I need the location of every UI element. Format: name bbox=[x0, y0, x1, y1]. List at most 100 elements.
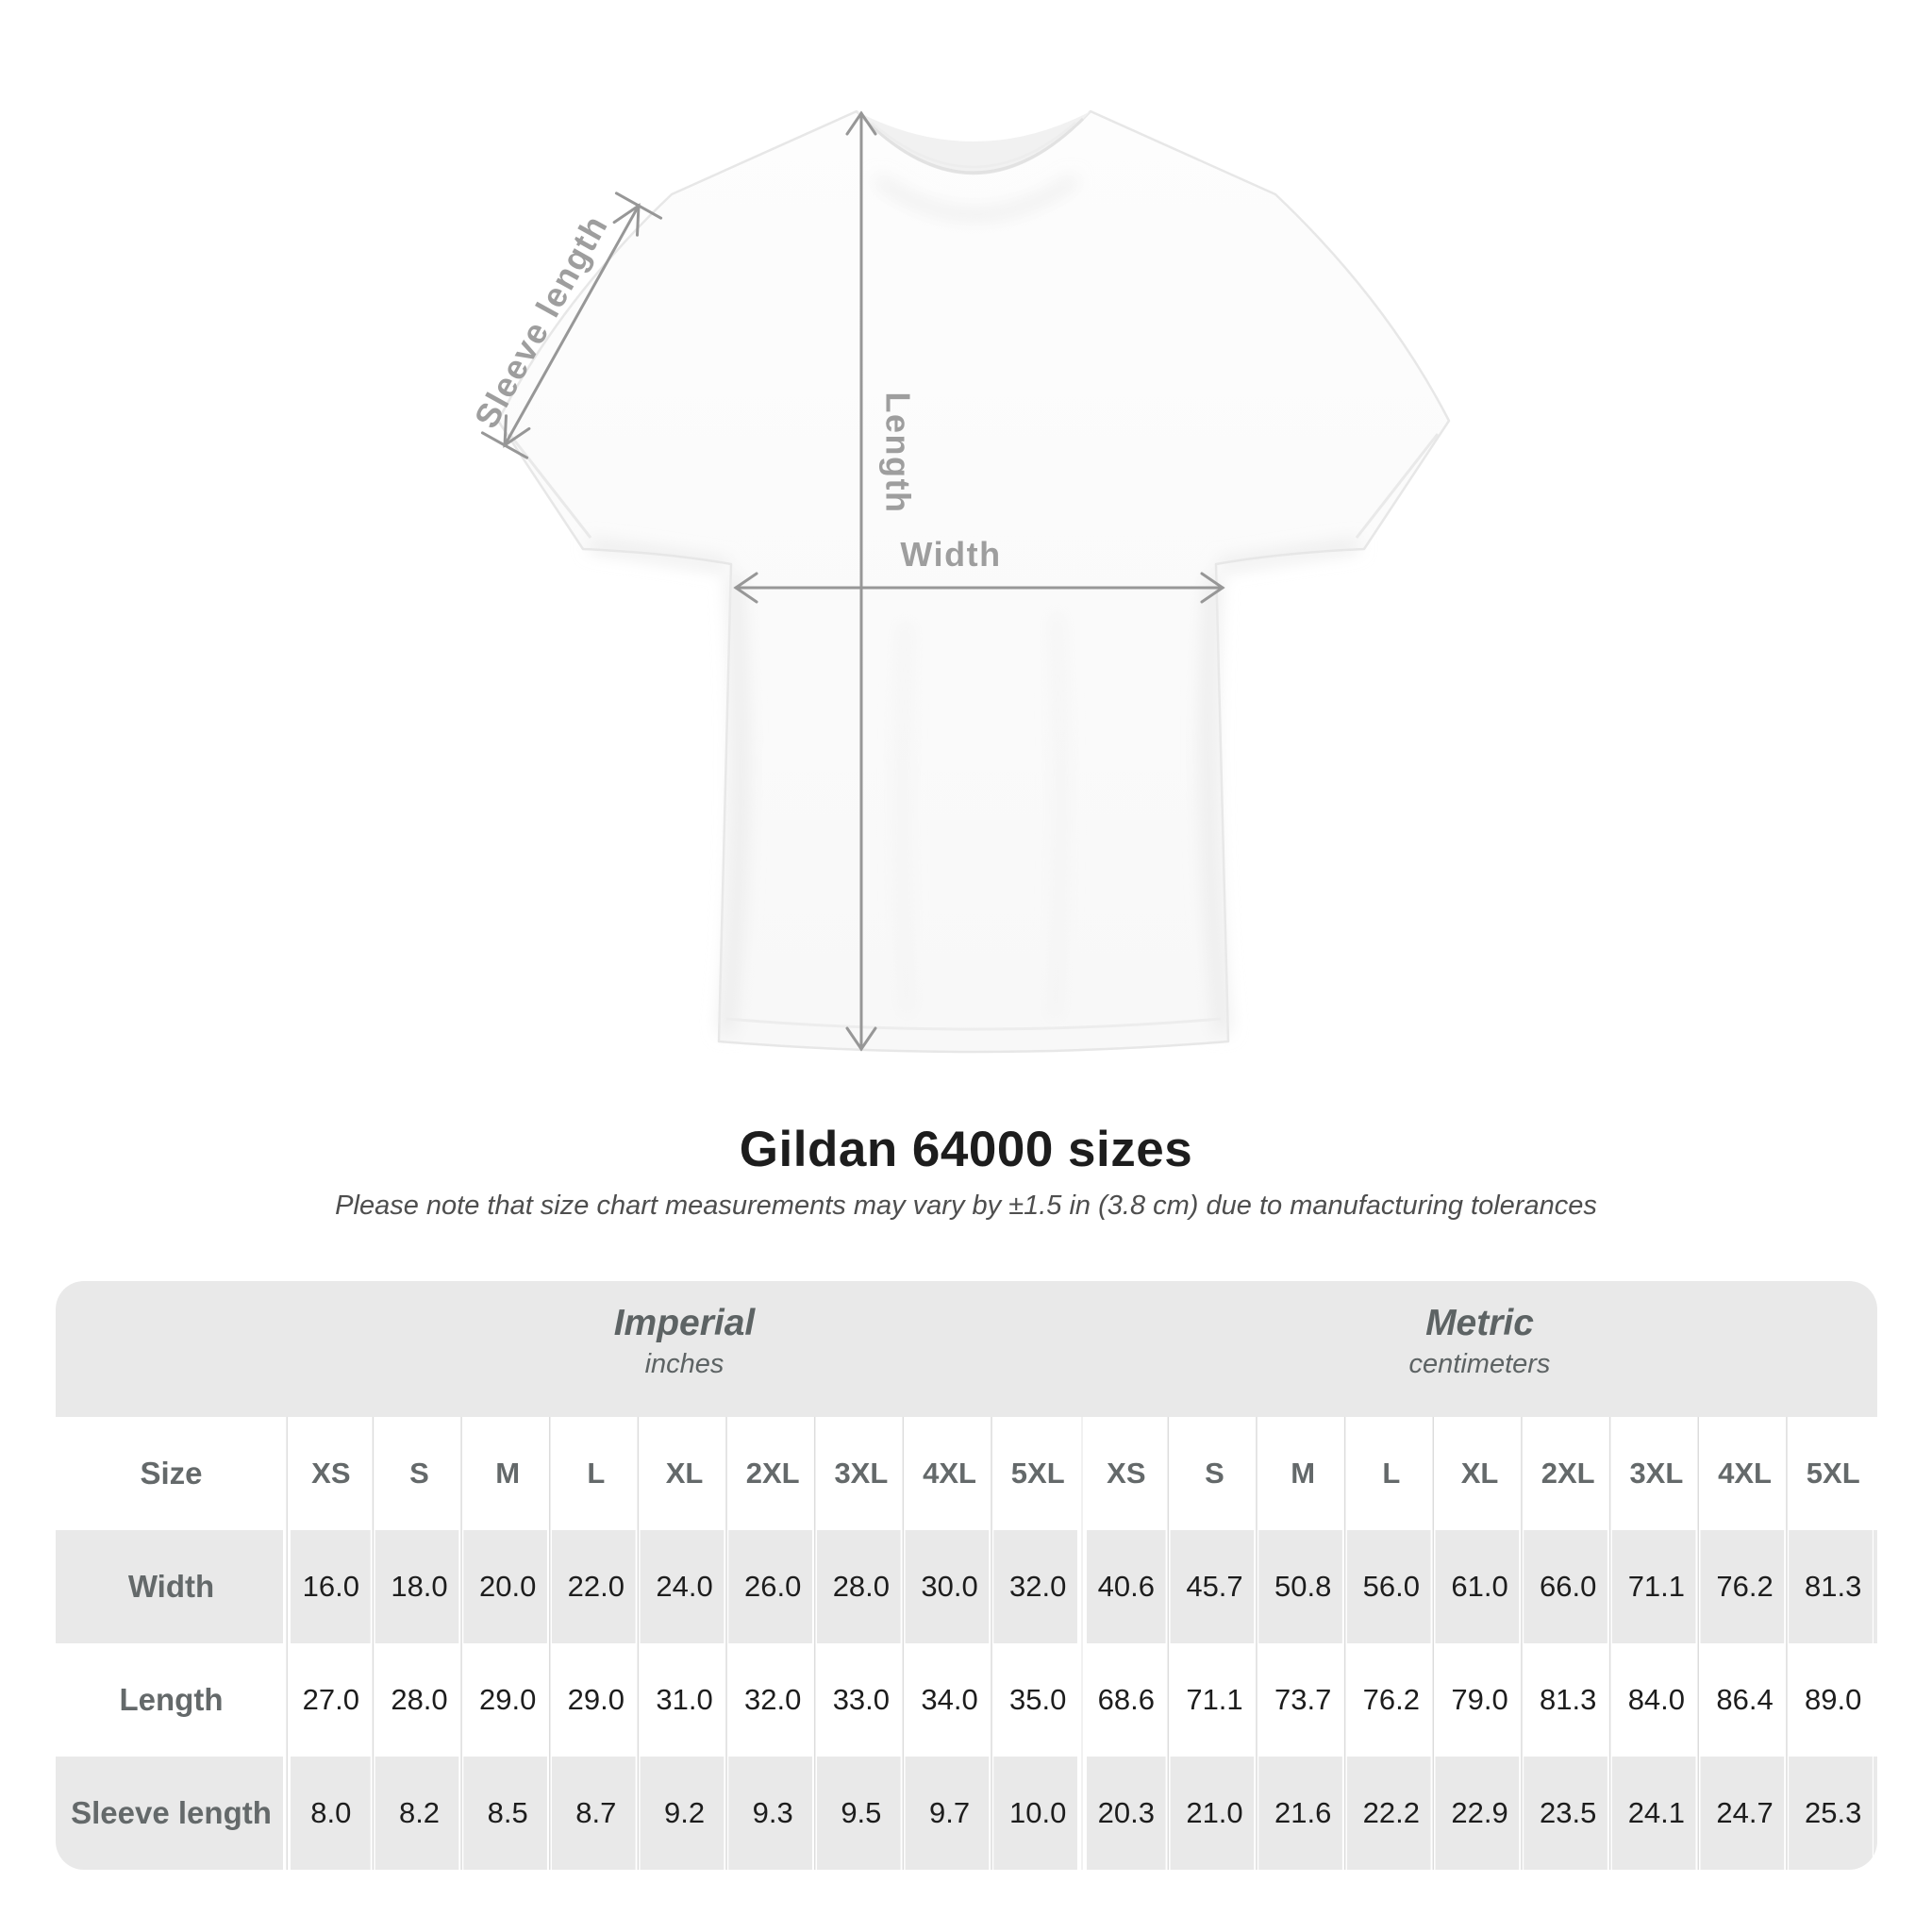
row-header-sleeve-length: Sleeve length bbox=[71, 1795, 272, 1830]
fabric-shading bbox=[589, 175, 1359, 1034]
value-cell: 68.6 bbox=[1097, 1683, 1155, 1716]
size-column-header: XL bbox=[665, 1457, 704, 1490]
value-cell: 86.4 bbox=[1716, 1683, 1774, 1716]
value-cell: 29.0 bbox=[479, 1683, 537, 1716]
size-column-header: 2XL bbox=[1541, 1457, 1595, 1490]
tolerance-note: Please note that size chart measurements… bbox=[335, 1191, 1597, 1221]
value-cell: 79.0 bbox=[1451, 1683, 1508, 1716]
metric-unit: centimeters bbox=[1408, 1349, 1551, 1379]
value-cell: 76.2 bbox=[1716, 1570, 1774, 1603]
size-diagram: Sleeve length Length Width bbox=[466, 109, 1451, 1054]
size-column-header: M bbox=[495, 1457, 521, 1490]
value-cell: 84.0 bbox=[1627, 1683, 1686, 1716]
length-arrow bbox=[845, 110, 877, 1052]
row-header-size: Size bbox=[140, 1456, 203, 1491]
value-cell: 23.5 bbox=[1540, 1796, 1597, 1829]
value-cell: 76.2 bbox=[1362, 1683, 1421, 1716]
value-cell: 10.0 bbox=[1009, 1796, 1067, 1829]
value-cell: 73.7 bbox=[1274, 1683, 1332, 1716]
tshirt-image: Sleeve length Length Width bbox=[466, 109, 1451, 1054]
value-cell: 20.3 bbox=[1097, 1796, 1155, 1829]
size-column-header: XS bbox=[1107, 1457, 1146, 1490]
row-header-width: Width bbox=[127, 1569, 215, 1604]
table-row-width: Width 16.0 18.0 20.0 22.0 24.0 26.0 28.0 30.0 32… bbox=[56, 1530, 1877, 1643]
size-column-header: L bbox=[1382, 1457, 1401, 1490]
value-cell: 61.0 bbox=[1451, 1570, 1508, 1603]
size-column-header: 5XL bbox=[1806, 1457, 1860, 1490]
value-cell: 25.3 bbox=[1805, 1796, 1862, 1829]
value-cell: 45.7 bbox=[1186, 1570, 1243, 1603]
size-column-header: 2XL bbox=[745, 1457, 800, 1490]
metric-title: Metric bbox=[1425, 1303, 1534, 1343]
value-cell: 50.8 bbox=[1274, 1570, 1332, 1603]
size-column-header: XL bbox=[1460, 1457, 1499, 1490]
width-arrow bbox=[733, 572, 1225, 604]
table-row-sleeve-length: Sleeve length 8.0 8.2 8.5 8.7 9.2 9.3 9.5 9.7 10… bbox=[56, 1757, 1877, 1870]
value-cell: 71.1 bbox=[1627, 1570, 1686, 1603]
value-cell: 66.0 bbox=[1540, 1570, 1597, 1603]
size-column-header: 3XL bbox=[834, 1457, 889, 1490]
table-row-length: Length 27.0 28.0 29.0 29.0 31.0 32.0 33.0 34.0 3… bbox=[56, 1643, 1877, 1757]
value-cell: 18.0 bbox=[391, 1570, 448, 1603]
value-cell: 24.7 bbox=[1716, 1796, 1774, 1829]
size-column-header: XS bbox=[311, 1457, 351, 1490]
imperial-header: Imperial inches bbox=[287, 1281, 1082, 1417]
value-cell: 8.0 bbox=[310, 1796, 352, 1829]
size-column-header: 5XL bbox=[1010, 1457, 1065, 1490]
value-cell: 81.3 bbox=[1805, 1570, 1862, 1603]
value-cell: 32.0 bbox=[744, 1683, 802, 1716]
size-column-header: S bbox=[409, 1457, 429, 1490]
value-cell: 89.0 bbox=[1805, 1683, 1862, 1716]
value-cell: 30.0 bbox=[921, 1570, 978, 1603]
value-cell: 31.0 bbox=[656, 1683, 713, 1716]
value-cell: 24.0 bbox=[656, 1570, 713, 1603]
value-cell: 28.0 bbox=[391, 1683, 448, 1716]
value-cell: 29.0 bbox=[567, 1683, 625, 1716]
value-cell: 28.0 bbox=[832, 1570, 891, 1603]
tshirt-silhouette bbox=[496, 109, 1451, 1054]
value-cell: 22.2 bbox=[1362, 1796, 1421, 1829]
value-cell: 27.0 bbox=[302, 1683, 359, 1716]
value-cell: 8.2 bbox=[398, 1796, 441, 1829]
value-cell: 8.7 bbox=[575, 1796, 617, 1829]
unit-header-band: Imperial inches Metric centimeters bbox=[56, 1281, 1877, 1417]
sleeve-length-arrow bbox=[480, 192, 663, 459]
value-cell: 35.0 bbox=[1009, 1683, 1067, 1716]
width-label: Width bbox=[900, 535, 1001, 574]
value-cell: 9.7 bbox=[928, 1796, 971, 1829]
value-cell: 33.0 bbox=[832, 1683, 891, 1716]
size-column-header: M bbox=[1291, 1457, 1316, 1490]
row-header-length: Length bbox=[119, 1682, 224, 1717]
value-cell: 22.0 bbox=[567, 1570, 625, 1603]
value-cell: 32.0 bbox=[1009, 1570, 1067, 1603]
imperial-unit: inches bbox=[644, 1349, 724, 1379]
value-cell: 9.3 bbox=[752, 1796, 793, 1829]
metric-header: Metric centimeters bbox=[1082, 1281, 1877, 1417]
page-title: Gildan 64000 sizes bbox=[739, 1122, 1193, 1177]
size-column-header: 3XL bbox=[1629, 1457, 1684, 1490]
value-cell: 16.0 bbox=[302, 1570, 359, 1603]
value-cell: 22.9 bbox=[1451, 1796, 1508, 1829]
value-cell: 40.6 bbox=[1097, 1570, 1155, 1603]
size-column-header: S bbox=[1205, 1457, 1224, 1490]
size-column-header: L bbox=[587, 1457, 606, 1490]
value-cell: 9.2 bbox=[663, 1796, 706, 1829]
size-column-header: 4XL bbox=[1718, 1457, 1772, 1490]
value-cell: 21.0 bbox=[1186, 1796, 1243, 1829]
value-cell: 56.0 bbox=[1362, 1570, 1421, 1603]
imperial-title: Imperial bbox=[613, 1303, 756, 1343]
value-cell: 24.1 bbox=[1627, 1796, 1686, 1829]
value-cell: 20.0 bbox=[479, 1570, 537, 1603]
value-cell: 81.3 bbox=[1540, 1683, 1597, 1716]
value-cell: 9.5 bbox=[841, 1796, 882, 1829]
value-cell: 71.1 bbox=[1186, 1683, 1243, 1716]
length-label: Length bbox=[878, 392, 917, 514]
value-cell: 26.0 bbox=[744, 1570, 802, 1603]
value-cell: 8.5 bbox=[487, 1796, 528, 1829]
size-column-header: 4XL bbox=[923, 1457, 976, 1490]
value-cell: 21.6 bbox=[1274, 1796, 1332, 1829]
size-table: Imperial inches Metric centimeters Size … bbox=[56, 1281, 1877, 1870]
table-row-size: Size XS S M L XL 2XL 3XL 4XL 5XL XS S M L XL 2XL 3XL 4X… bbox=[56, 1417, 1877, 1530]
value-cell: 34.0 bbox=[921, 1683, 978, 1716]
